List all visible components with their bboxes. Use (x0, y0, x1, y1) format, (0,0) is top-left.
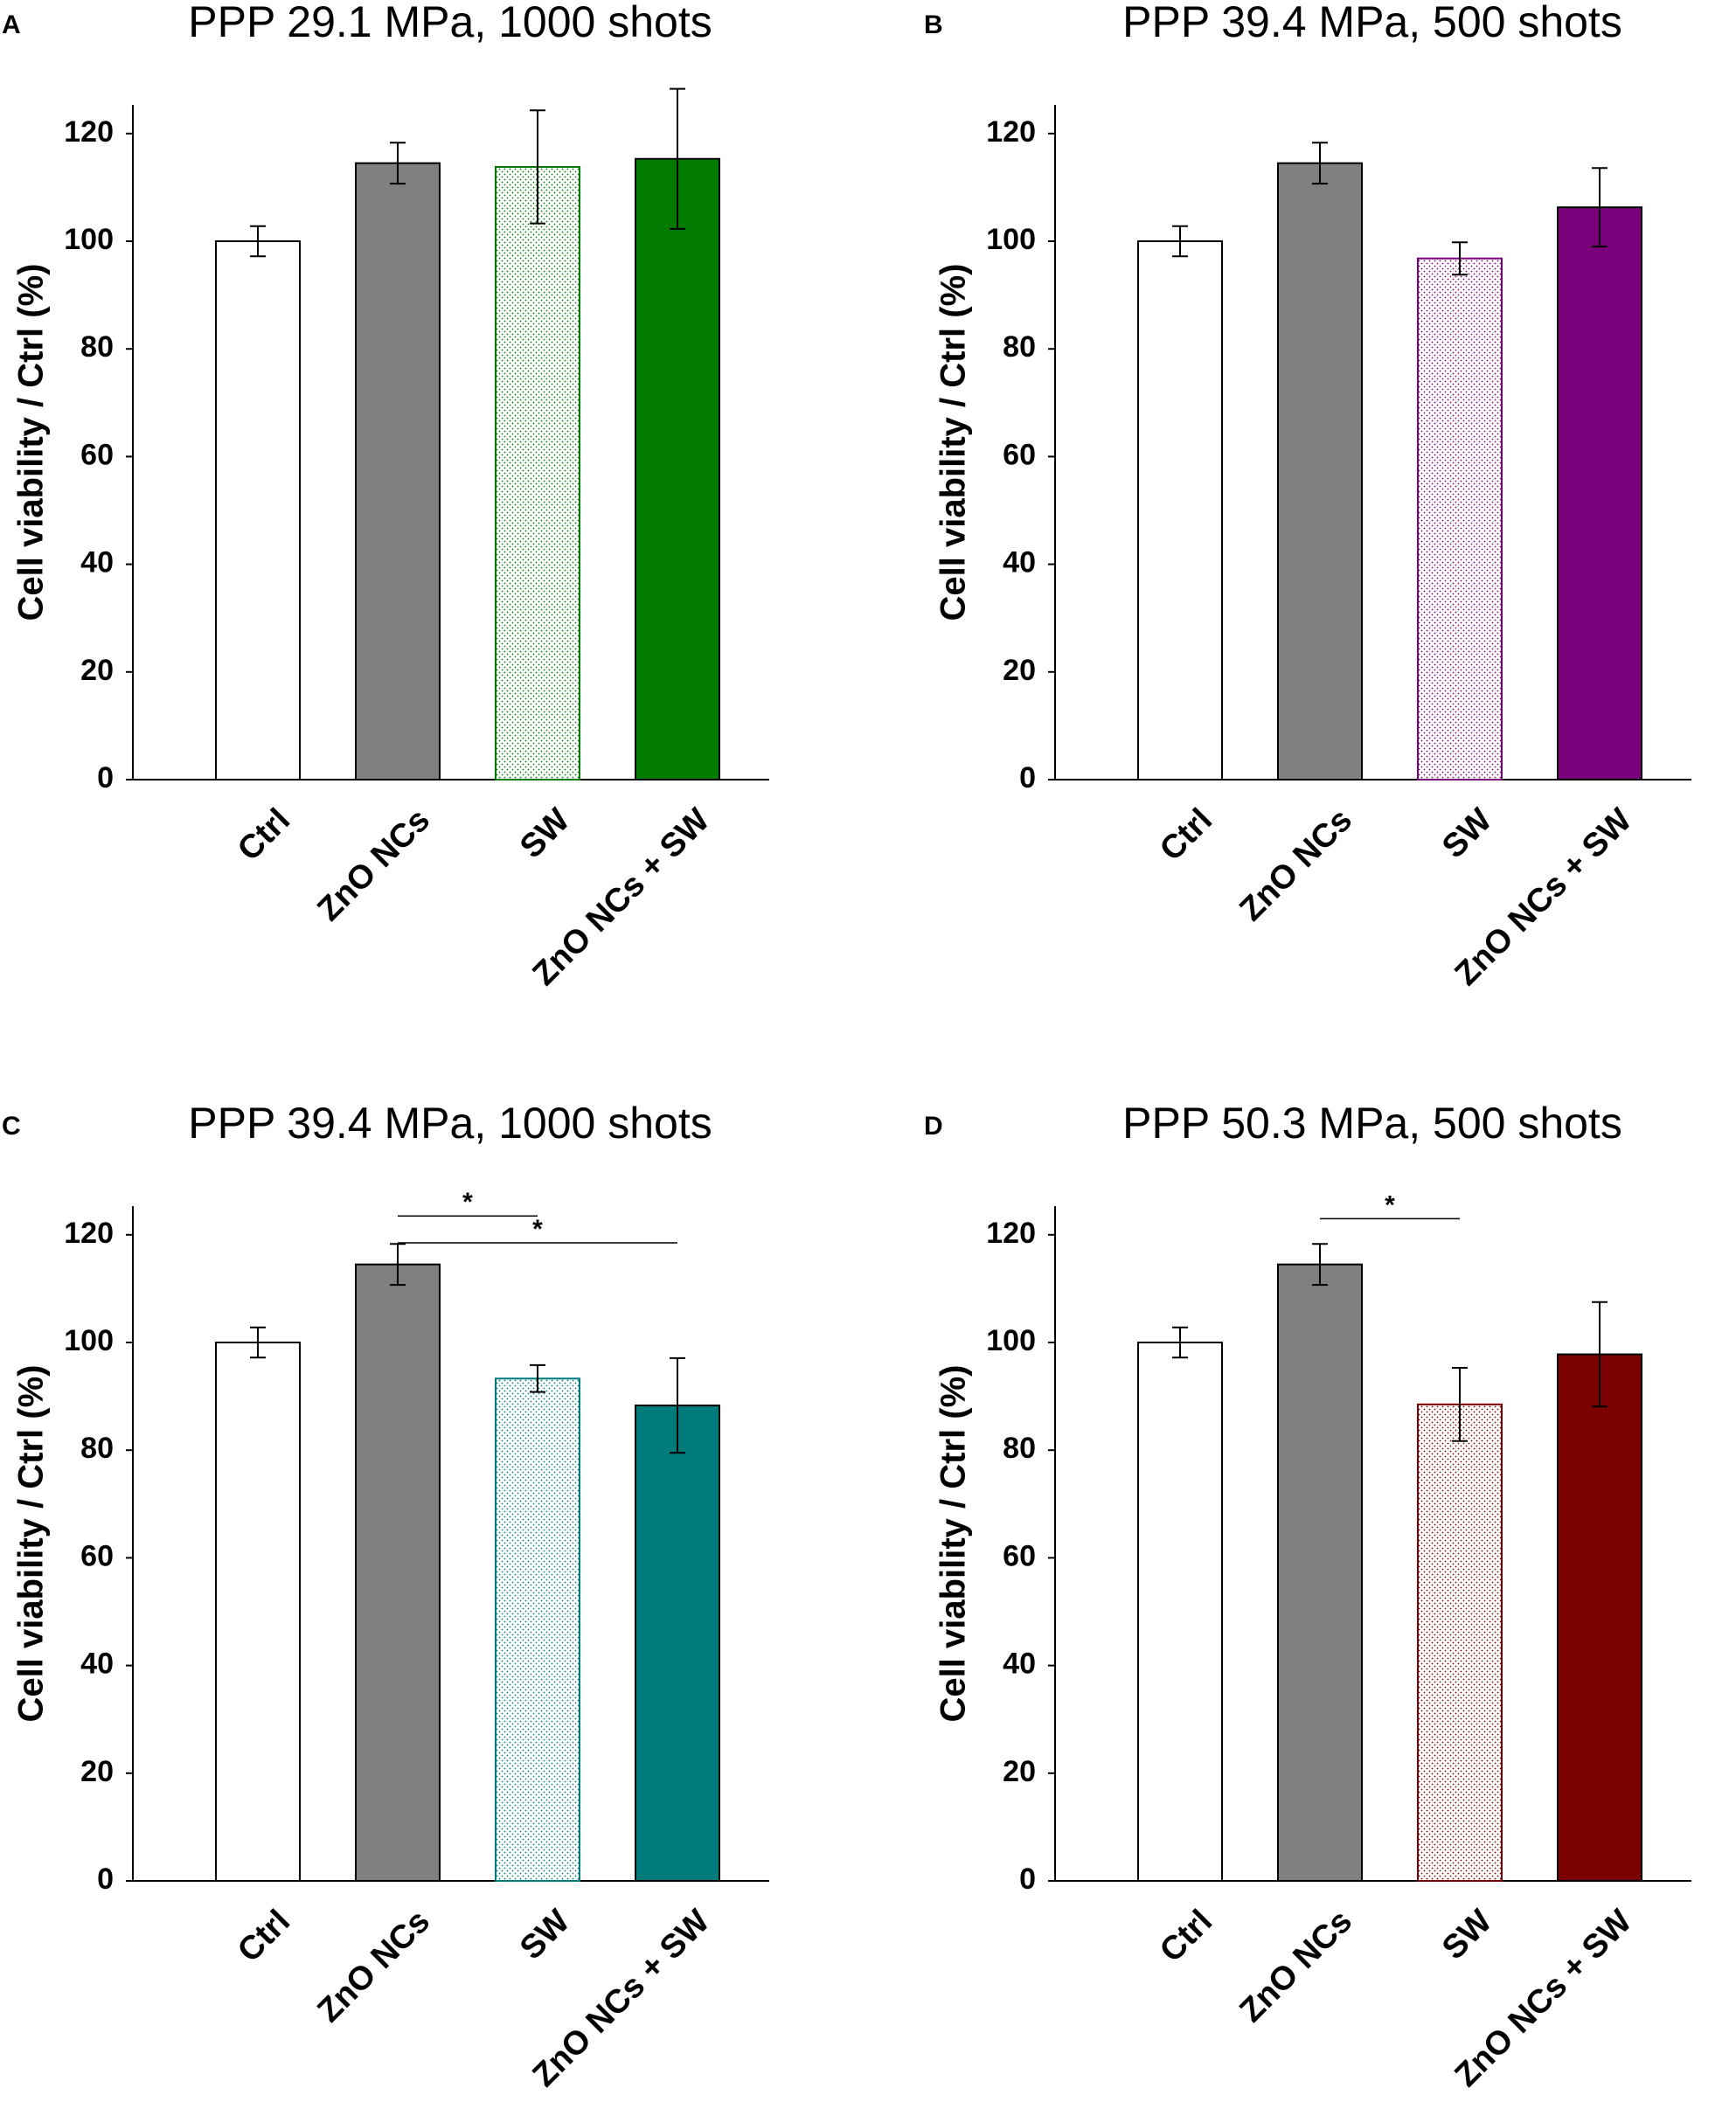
y-tick-label: 20 (1003, 654, 1036, 687)
y-tick-label: 60 (80, 438, 114, 471)
error-bar (530, 109, 545, 225)
y-tick-label: 0 (1019, 1863, 1036, 1896)
bar-ctrl (1137, 240, 1223, 780)
x-category-label: Ctrl (231, 1903, 297, 1969)
error-bar (390, 1243, 406, 1287)
error-bar (670, 1356, 685, 1454)
significance-star: * (462, 1188, 473, 1217)
error-bar (250, 1326, 266, 1359)
y-tick-label: 120 (986, 1217, 1036, 1250)
chart-title: PPP 39.4 MPa, 1000 shots (188, 1099, 712, 1148)
x-category-label: ZnO NCs (1233, 1903, 1359, 2029)
x-category-label: SW (1435, 801, 1499, 865)
chart-title: PPP 29.1 MPa, 1000 shots (188, 0, 712, 46)
error-bar (1452, 1366, 1468, 1442)
x-category-label: SW (513, 801, 577, 865)
error-bar (530, 1363, 545, 1393)
y-axis-label: Cell viability / Ctrl (%) (934, 264, 973, 621)
y-tick-label: 20 (80, 1755, 114, 1788)
error-bar (1172, 1326, 1188, 1359)
x-category-label: ZnO NCs (310, 801, 437, 928)
y-tick-label: 0 (1019, 761, 1036, 794)
panel-label: B (924, 10, 943, 39)
bar-zno-ncs (1277, 162, 1363, 780)
x-category-label: Ctrl (1153, 801, 1219, 868)
y-tick-label: 80 (1003, 330, 1036, 364)
y-tick-label: 120 (986, 115, 1036, 149)
y-tick-label: 20 (1003, 1755, 1036, 1788)
bar-sw (1417, 1403, 1503, 1882)
y-tick-label: 100 (64, 1324, 114, 1357)
bar-zno-ncs-sw (1557, 206, 1642, 780)
y-tick-label: 100 (64, 223, 114, 256)
error-bar (390, 142, 406, 185)
error-bar (1592, 167, 1608, 248)
chart-title: PPP 39.4 MPa, 500 shots (1122, 0, 1622, 46)
bar-zno-ncs-sw (635, 157, 720, 780)
y-tick-label: 40 (1003, 546, 1036, 579)
chart-panel-c: C PPP 39.4 MPa, 1000 shots Cell viability … (2, 1099, 769, 2094)
chart-panel-a: A PPP 29.1 MPa, 1000 shots Cell viability … (2, 0, 769, 993)
bar-sw (495, 1377, 580, 1883)
x-category-label: Ctrl (1153, 1903, 1219, 1969)
bar-zno-ncs (355, 162, 441, 780)
bar-sw (1417, 257, 1503, 781)
chart-panel-b: B PPP 39.4 MPa, 500 shots Cell viability /… (924, 0, 1691, 993)
x-category-label: SW (513, 1903, 577, 1967)
x-category-label: ZnO NCs (1233, 801, 1359, 928)
y-tick-label: 0 (97, 761, 114, 794)
y-axis-label: Cell viability / Ctrl (%) (934, 1365, 973, 1723)
y-axis-label: Cell viability / Ctrl (%) (12, 264, 51, 621)
significance-star: * (1385, 1190, 1395, 1219)
bar-zno-ncs (355, 1263, 441, 1882)
panel-label: C (2, 1112, 21, 1141)
y-tick-label: 60 (1003, 438, 1036, 471)
bar-zno-ncs (1277, 1263, 1363, 1882)
error-bar (1452, 241, 1468, 276)
panel-label: D (924, 1112, 943, 1141)
y-tick-label: 40 (1003, 1648, 1036, 1681)
y-tick-label: 60 (1003, 1539, 1036, 1572)
error-bar (250, 225, 266, 258)
bar-zno-ncs-sw (635, 1405, 720, 1882)
panel-label: A (2, 10, 21, 39)
bar-zno-ncs-sw (1557, 1353, 1642, 1882)
error-bar (670, 87, 685, 230)
error-bar (1312, 1243, 1328, 1287)
y-tick-label: 40 (80, 546, 114, 579)
y-tick-label: 80 (80, 330, 114, 364)
bar-sw (495, 165, 580, 780)
x-category-label: Ctrl (231, 801, 297, 868)
y-tick-label: 120 (64, 115, 114, 149)
significance-star: * (532, 1215, 543, 1244)
y-tick-label: 40 (80, 1648, 114, 1681)
error-bar (1172, 225, 1188, 258)
chart-panel-d: D PPP 50.3 MPa, 500 shots Cell viability /… (924, 1099, 1691, 2094)
y-tick-label: 60 (80, 1539, 114, 1572)
error-bar (1592, 1301, 1608, 1408)
error-bar (1312, 142, 1328, 185)
y-tick-label: 100 (986, 223, 1036, 256)
y-axis-label: Cell viability / Ctrl (%) (12, 1365, 51, 1723)
y-tick-label: 20 (80, 654, 114, 687)
x-category-label: ZnO NCs (310, 1903, 437, 2029)
chart-title: PPP 50.3 MPa, 500 shots (1122, 1099, 1622, 1148)
bar-ctrl (1137, 1342, 1223, 1882)
x-category-label: SW (1435, 1903, 1499, 1967)
bar-ctrl (215, 240, 301, 780)
y-tick-label: 120 (64, 1217, 114, 1250)
y-tick-label: 80 (80, 1432, 114, 1465)
bar-ctrl (215, 1342, 301, 1882)
y-tick-label: 100 (986, 1324, 1036, 1357)
y-tick-label: 0 (97, 1863, 114, 1896)
y-tick-label: 80 (1003, 1432, 1036, 1465)
